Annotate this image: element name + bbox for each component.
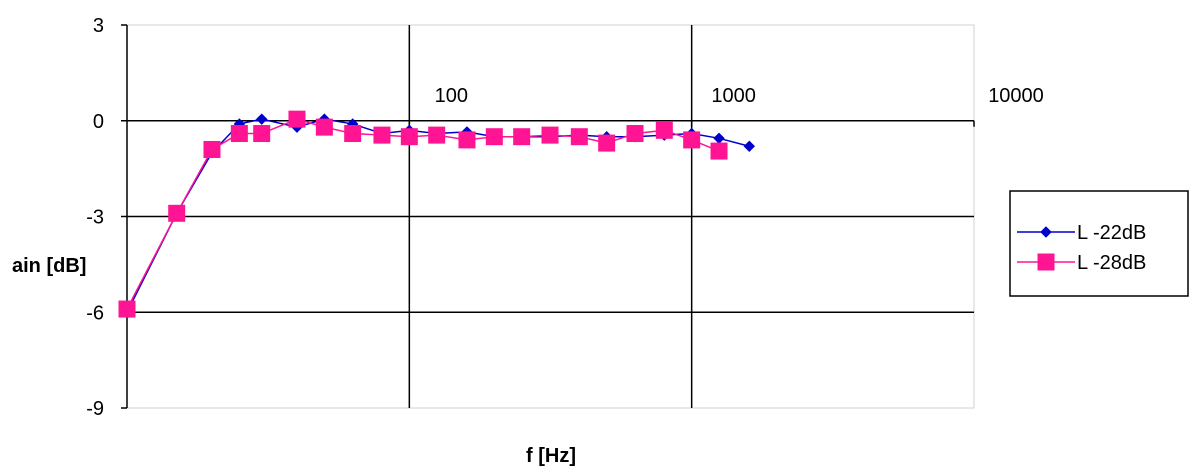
y-tick-label: -3 (86, 207, 104, 229)
legend-item-2: L -28dB (1017, 252, 1146, 274)
legend: L -22dB L -28dB (1009, 190, 1189, 297)
legend-item-1: L -22dB (1017, 222, 1146, 244)
data-point-diamond (256, 113, 268, 125)
data-point-square (315, 118, 333, 136)
series-line (126, 118, 750, 313)
series-2 (118, 110, 728, 318)
data-point-square (655, 121, 673, 139)
data-point-square (458, 131, 476, 149)
data-point-diamond (743, 140, 756, 152)
data-point-square (570, 128, 588, 146)
legend-label: L -28dB (1077, 252, 1146, 274)
data-point-square (1037, 253, 1055, 271)
data-point-square (513, 128, 531, 146)
y-tick-label: -6 (86, 302, 104, 324)
y-tick-label: 3 (93, 15, 104, 37)
data-point-square (541, 126, 559, 144)
data-point-square (253, 125, 271, 143)
data-point-square (118, 300, 136, 318)
data-point-square (203, 140, 221, 158)
x-tick-label: 1000 (711, 85, 756, 107)
data-point-square (485, 128, 503, 146)
data-point-square (598, 134, 616, 152)
y-tick-label: 0 (93, 111, 104, 133)
x-tick-labels: 100 1000 10000 (435, 85, 1044, 107)
data-point-square (288, 110, 306, 128)
y-tick-labels: 3 0 -3 -6 -9 (86, 15, 104, 420)
data-point-square (400, 128, 418, 146)
x-tick-label: 10000 (988, 85, 1044, 107)
grid-lines (127, 25, 974, 408)
legend-box (1009, 190, 1189, 297)
data-point-square (344, 125, 362, 143)
x-tick-label: 100 (435, 85, 468, 107)
data-point-square (683, 131, 701, 149)
y-axis-title: ain [dB] (12, 255, 86, 277)
x-axis-title: f [Hz] (526, 445, 576, 467)
data-point-square (230, 125, 248, 143)
legend-label: L -22dB (1077, 222, 1146, 244)
series-layer (118, 110, 756, 318)
data-point-diamond (1040, 226, 1052, 238)
data-point-square (373, 126, 391, 144)
y-tick-label: -9 (86, 398, 104, 420)
data-point-square (626, 125, 644, 143)
data-point-square (710, 142, 728, 160)
data-point-square (428, 126, 446, 144)
data-point-square (168, 204, 186, 222)
